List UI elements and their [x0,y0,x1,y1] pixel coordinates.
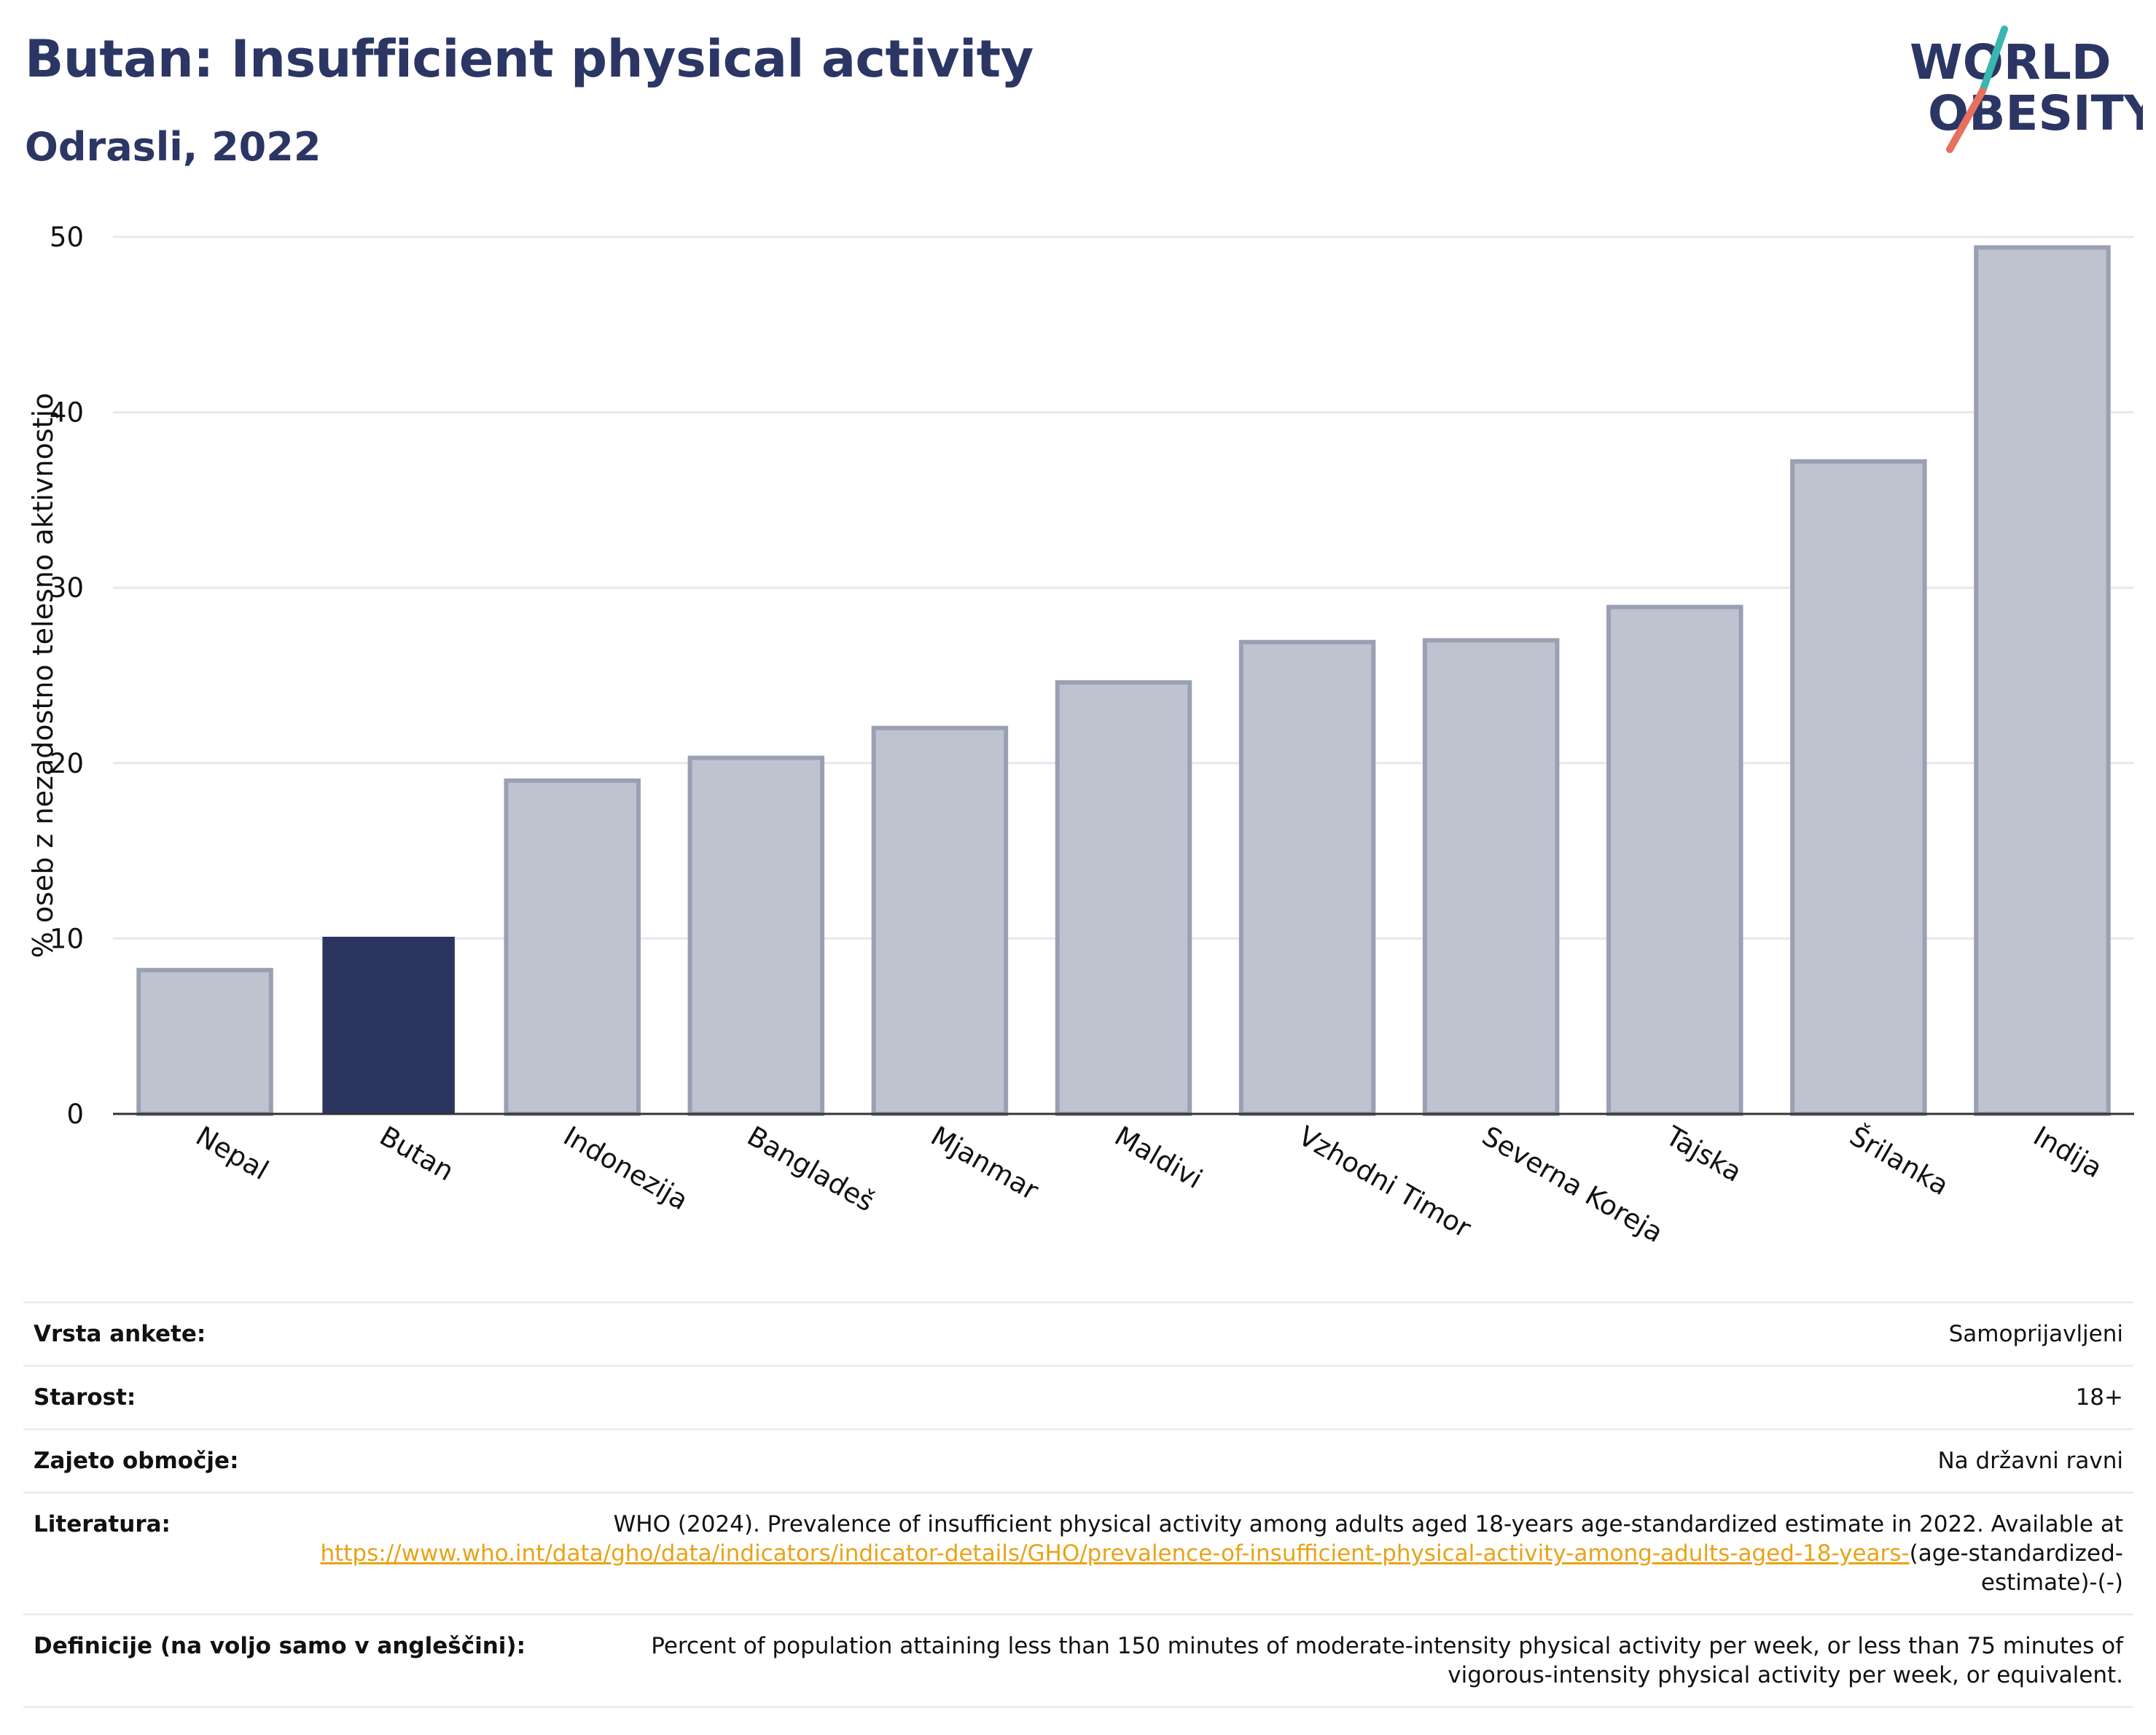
info-row-value: WHO (2024). Prevalence of insufficient p… [171,1510,2123,1597]
info-row-text: Na državni ravni [1937,1448,2123,1474]
y-tick-label: 10 [50,923,84,954]
x-tick-label: Maldivi [1109,1120,1208,1196]
info-row-text: Samoprijavljeni [1948,1321,2123,1347]
x-tick-label: Tajska [1660,1120,1746,1188]
bars [136,245,2111,1117]
bar-mjanmar [871,725,1009,1116]
x-tick-label: Šrilanka [1844,1120,1954,1202]
x-tick-label: Indija [2028,1120,2107,1185]
info-row-value: Percent of population attaining less tha… [526,1631,2123,1690]
chart-subtitle: Odrasli, 2022 [25,124,321,170]
info-row: Literatura: WHO (2024). Prevalence of ins… [23,1494,2133,1615]
info-row: Starost: 18+ [23,1367,2133,1430]
y-tick-label: 0 [66,1099,84,1130]
info-row-value: Samoprijavljeni [206,1319,2123,1349]
x-tick-label: Bangladeš [742,1120,880,1218]
bar-chart: 0 10 20 30 40 50 Nepal Butan Indonezija Bangladeš… [27,222,2134,1249]
x-tick-label: Butan [375,1120,459,1188]
info-table: Vrsta ankete: Samoprijavljeni Starost: 18+ Z… [23,1301,2133,1708]
bar-bangladeš [687,755,825,1116]
y-axis-label: % oseb z nezadostno telesno aktivnostjo [27,393,59,959]
x-tick-label: Nepal [191,1120,274,1187]
info-row-text: 18+ [2075,1384,2123,1411]
y-tick-label: 40 [50,397,84,429]
bar-maldivi [1055,680,1192,1116]
logo-slash-coral [1946,87,1986,153]
chart-title: Butan: Insufficient physical activity [25,29,1034,89]
logo-slash-teal [1979,26,2008,95]
info-row: Vrsta ankete: Samoprijavljeni [23,1303,2133,1367]
info-row-text: Percent of population attaining less tha… [651,1633,2123,1688]
y-tick-label: 20 [50,748,84,779]
x-tick-label: Vzhodni Timor [1293,1120,1477,1244]
bar-nepal [136,967,273,1117]
y-tick-label: 50 [50,222,84,253]
info-row-value: 18+ [136,1383,2123,1412]
x-tick-label: Mjanmar [926,1120,1044,1207]
info-row: Zajeto območje: Na državni ravni [23,1430,2133,1494]
bar-severna-koreja [1422,638,1560,1116]
info-row: Definicije (na voljo samo v angleščini):… [23,1615,2133,1708]
x-tick-label: Indonezija [558,1120,693,1217]
world-obesity-logo: WORLD OBESITY [1910,26,2143,153]
logo-line1: WORLD [1910,34,2112,90]
info-row-label: Definicije (na voljo samo v angleščini): [34,1633,526,1659]
logo-line2: OBESITY [1928,85,2143,141]
info-row-label: Starost: [34,1384,136,1411]
bar-tajska [1606,604,1743,1116]
y-tick-label: 30 [50,572,84,604]
bar-vzhodni-timor [1238,639,1376,1116]
info-row-label: Literatura: [34,1511,171,1537]
bar-indija [1974,245,2111,1116]
bar-butan [322,936,455,1114]
bar-šrilanka [1790,459,1927,1116]
info-row-label: Zajeto območje: [34,1448,239,1474]
info-row-label: Vrsta ankete: [34,1321,206,1347]
bar-indonezija [504,778,641,1116]
info-row-value: Na državni ravni [238,1446,2123,1475]
x-tick-label: Severna Koreja [1477,1120,1668,1249]
info-row-suffix: (age-standardized-estimate)-(-) [1909,1540,2123,1596]
reference-link[interactable]: https://www.who.int/data/gho/data/indica… [320,1540,1910,1567]
info-row-text: WHO (2024). Prevalence of insufficient p… [613,1511,2123,1537]
